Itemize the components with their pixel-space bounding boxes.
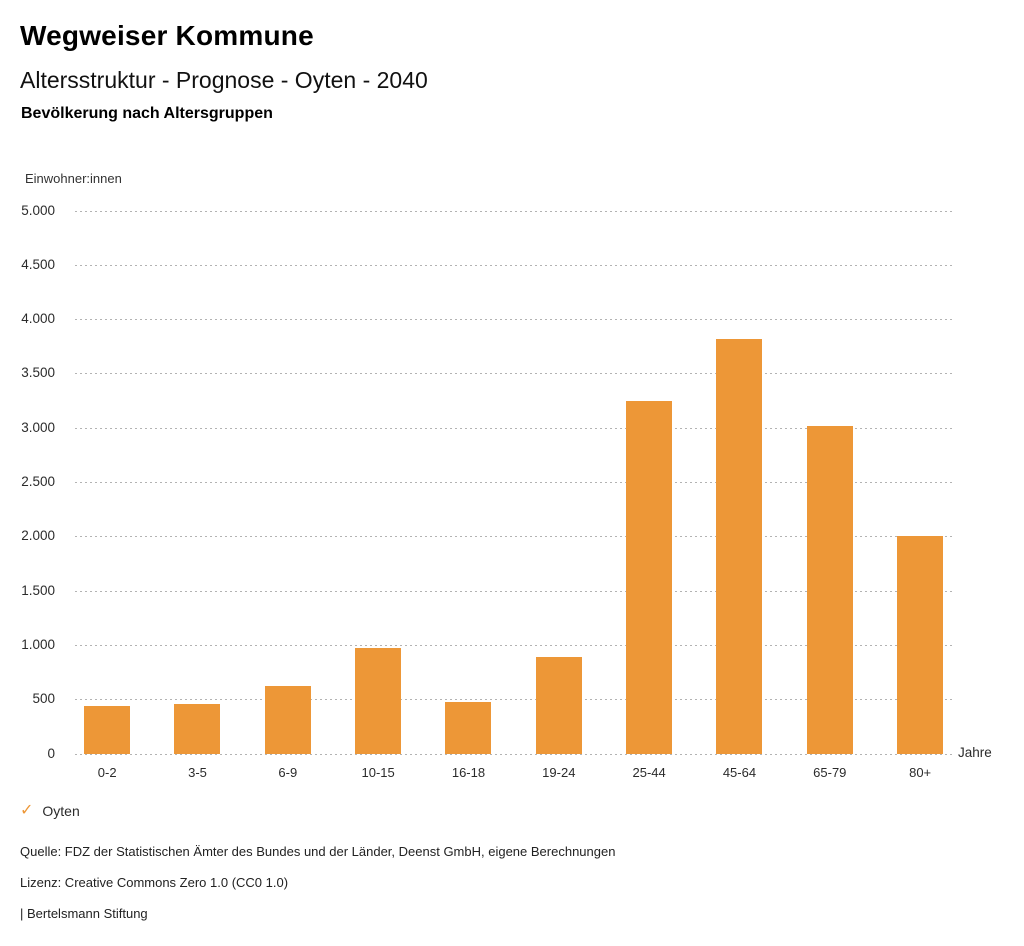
y-axis-tick-label: 5.000 [21, 202, 55, 218]
x-axis-label: 0-2 [97, 765, 117, 780]
gridline [75, 264, 955, 266]
x-axis-label: 16-18 [451, 765, 486, 780]
gridline [75, 373, 955, 375]
y-axis-tick-label: 1.500 [21, 582, 55, 598]
chart-title: Altersstruktur - Prognose - Oyten - 2040 [20, 67, 428, 93]
y-axis-tick-label: 3.000 [21, 419, 55, 435]
bar-45-64[interactable] [716, 339, 763, 754]
bar-3-5[interactable] [174, 704, 221, 754]
x-axis-label: 25-44 [632, 765, 666, 780]
chart-subtitle: Bevölkerung nach Altersgruppen [21, 105, 273, 122]
bar-65-79[interactable] [806, 426, 853, 754]
gridline [75, 590, 955, 592]
bar-0-2[interactable] [84, 706, 131, 754]
gridline [75, 699, 955, 701]
x-axis-label: 10-15 [361, 765, 395, 780]
legend-label: Oyten [42, 803, 80, 819]
gridline [75, 482, 955, 483]
y-axis-tick-label: 2.000 [21, 528, 55, 544]
gridline [75, 319, 955, 321]
x-axis-label: 3-5 [188, 765, 207, 780]
bar-80+[interactable] [897, 536, 944, 754]
y-axis-tick-label: 0 [47, 745, 55, 761]
x-axis-label: 19-24 [542, 765, 576, 780]
y-axis-tick-label: 1.000 [21, 636, 55, 652]
x-axis-label: 65-79 [813, 765, 847, 780]
x-axis-label: 6-9 [278, 765, 298, 780]
gridline [75, 536, 955, 538]
bar-6-9[interactable] [264, 685, 311, 754]
check-icon: ✓ [20, 802, 34, 819]
attribution-text: | Bertelsmann Stiftung [20, 906, 148, 921]
x-axis-title: Jahre [958, 745, 992, 760]
gridline [75, 210, 955, 212]
y-axis-tick-label: 2.500 [21, 474, 55, 489]
page-title: Wegweiser Kommune [20, 20, 314, 51]
x-axis-label: 80+ [909, 765, 932, 780]
bar-19-24[interactable] [535, 656, 582, 754]
gridline [75, 753, 955, 755]
legend-item-oyten[interactable]: ✓ Oyten [20, 802, 80, 820]
bar-10-15[interactable] [355, 647, 402, 754]
y-axis-tick-label: 3.500 [21, 365, 55, 381]
gridline [75, 427, 955, 429]
bar-25-44[interactable] [626, 401, 673, 754]
x-axis-label: 45-64 [722, 765, 757, 780]
y-axis-tick-label: 4.500 [21, 256, 55, 272]
source-text: Quelle: FDZ der Statistischen Ämter des … [20, 844, 616, 859]
y-axis-tick-label: 4.000 [21, 311, 55, 327]
gridline [75, 644, 955, 646]
license-text: Lizenz: Creative Commons Zero 1.0 (CC0 1… [20, 875, 289, 890]
y-axis-tick-label: 500 [32, 691, 55, 707]
bar-16-18[interactable] [445, 702, 492, 754]
y-axis-title: Einwohner:innen [25, 171, 122, 186]
